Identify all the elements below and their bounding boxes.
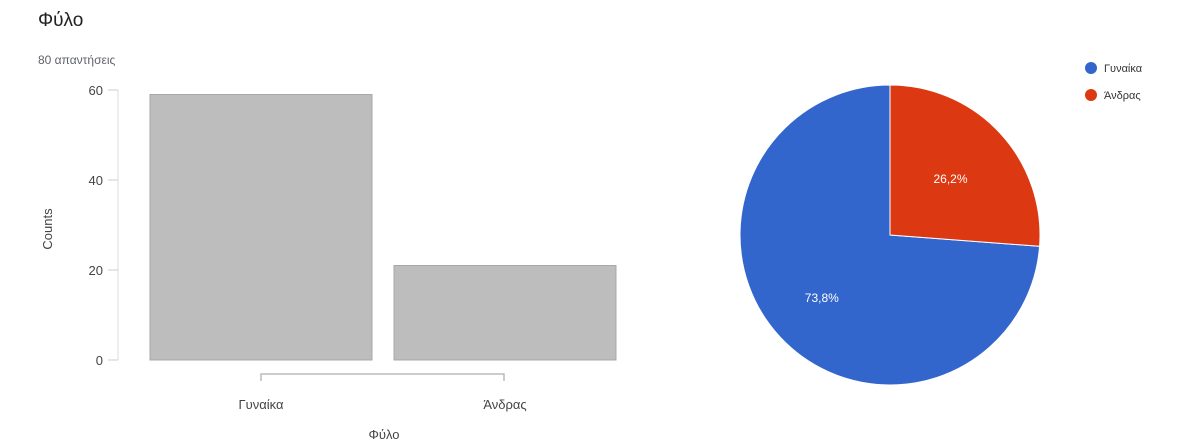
legend-swatch-gynaika <box>1085 62 1097 74</box>
pie-label-andras: 26,2% <box>933 172 967 186</box>
x-tick-label: Γυναίκα <box>238 397 284 412</box>
x-tick-label: Άνδρας <box>483 397 526 412</box>
pie-slice-andras <box>889 84 1041 247</box>
legend-label-gynaika: Γυναίκα <box>1104 63 1143 75</box>
legend: Γυναίκα Άνδρας <box>1085 62 1143 102</box>
pie-label-gynaika: 73,8% <box>805 291 839 305</box>
y-tick-label: 20 <box>89 263 103 278</box>
response-count: 80 απαντήσεις <box>38 53 116 67</box>
bar-gynaika <box>149 94 373 361</box>
bar-chart: 0 20 40 60 Γυναίκα Άνδρας Counts Φύλο <box>40 83 617 441</box>
x-axis-label: Φύλο <box>368 427 399 441</box>
bar-andras <box>393 265 617 361</box>
legend-label-andras: Άνδρας <box>1104 90 1141 102</box>
y-axis-label: Counts <box>40 208 55 250</box>
legend-swatch-andras <box>1085 89 1097 101</box>
pie-chart: 73,8% 26,2% <box>739 84 1041 386</box>
y-tick-label: 60 <box>89 83 103 98</box>
y-tick-label: 40 <box>89 173 103 188</box>
y-tick-label: 0 <box>96 353 103 368</box>
x-axis-bracket <box>260 373 505 381</box>
chart-title: Φύλο <box>38 10 84 31</box>
